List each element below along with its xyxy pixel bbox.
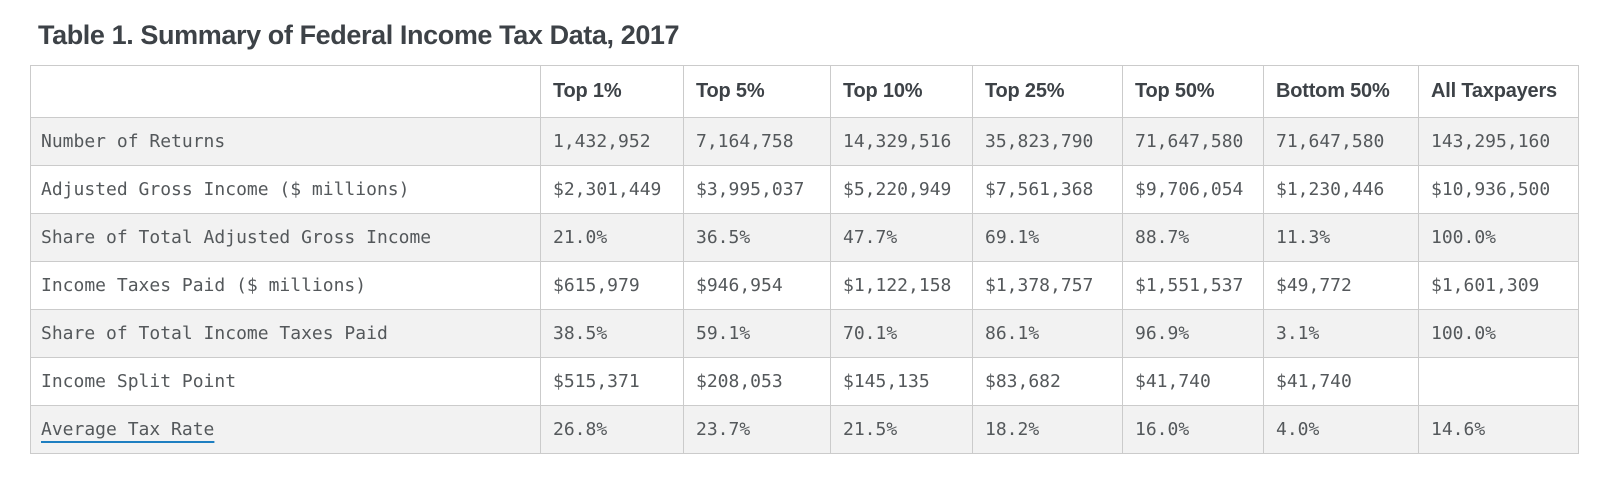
- table-row: Income Split Point $515,371 $208,053 $145,1…: [30, 357, 1579, 406]
- header-cell: Top 25%: [972, 65, 1123, 118]
- table-cell: $41,740: [1263, 357, 1419, 406]
- table-cell: 7,164,758: [683, 117, 831, 166]
- table-cell: 71,647,580: [1122, 117, 1264, 166]
- table-cell: 21.5%: [830, 405, 973, 454]
- table-cell: 86.1%: [972, 309, 1123, 358]
- header-cell: All Taxpayers: [1418, 65, 1579, 118]
- table-row: Number of Returns 1,432,952 7,164,758 14,32…: [30, 117, 1579, 166]
- table-row: Adjusted Gross Income ($ millions) $2,301…: [30, 165, 1579, 214]
- table-cell: 70.1%: [830, 309, 973, 358]
- header-row: Top 1% Top 5% Top 10% Top 25% Top 50% Bottom …: [30, 65, 1579, 118]
- table-cell: $615,979: [540, 261, 684, 310]
- table-cell: $208,053: [683, 357, 831, 406]
- page-title: Table 1. Summary of Federal Income Tax D…: [38, 20, 680, 50]
- table-cell: $2,301,449: [540, 165, 684, 214]
- table-row: Income Taxes Paid ($ millions) $615,979 $9…: [30, 261, 1579, 310]
- row-label: Share of Total Adjusted Gross Income: [30, 213, 541, 262]
- header-cell: Top 1%: [540, 65, 684, 118]
- header-cell: Top 5%: [683, 65, 831, 118]
- table-cell: $5,220,949: [830, 165, 973, 214]
- table-body: Number of Returns 1,432,952 7,164,758 14,32…: [30, 117, 1579, 454]
- table-cell: 4.0%: [1263, 405, 1419, 454]
- table-cell: 96.9%: [1122, 309, 1264, 358]
- table-cell: $1,378,757: [972, 261, 1123, 310]
- row-label: Income Taxes Paid ($ millions): [30, 261, 541, 310]
- table-cell: 3.1%: [1263, 309, 1419, 358]
- table-cell: 143,295,160: [1418, 117, 1579, 166]
- header-cell: Top 10%: [830, 65, 973, 118]
- table-row: Share of Total Adjusted Gross Income 21.0…: [30, 213, 1579, 262]
- table-cell: $515,371: [540, 357, 684, 406]
- table-cell: $1,230,446: [1263, 165, 1419, 214]
- table-cell: 100.0%: [1418, 309, 1579, 358]
- table-cell: 59.1%: [683, 309, 831, 358]
- row-label: Average Tax Rate: [30, 405, 541, 454]
- table-row: Average Tax Rate 26.8% 23.7% 21.5% 18.2% 16.0…: [30, 405, 1579, 454]
- table-cell: [1418, 357, 1579, 406]
- table-cell: 69.1%: [972, 213, 1123, 262]
- table-cell: $9,706,054: [1122, 165, 1264, 214]
- table-cell: 11.3%: [1263, 213, 1419, 262]
- row-label: Income Split Point: [30, 357, 541, 406]
- table-cell: 88.7%: [1122, 213, 1264, 262]
- table-cell: 100.0%: [1418, 213, 1579, 262]
- table-cell: 38.5%: [540, 309, 684, 358]
- table-cell: 21.0%: [540, 213, 684, 262]
- table-cell: $83,682: [972, 357, 1123, 406]
- row-label: Number of Returns: [30, 117, 541, 166]
- table-cell: $1,601,309: [1418, 261, 1579, 310]
- table-cell: $10,936,500: [1418, 165, 1579, 214]
- table-cell: 14.6%: [1418, 405, 1579, 454]
- table-cell: 36.5%: [683, 213, 831, 262]
- header-cell: Bottom 50%: [1263, 65, 1419, 118]
- row-label: Adjusted Gross Income ($ millions): [30, 165, 541, 214]
- table-header: Top 1% Top 5% Top 10% Top 25% Top 50% Bottom …: [30, 65, 1579, 118]
- table-cell: 23.7%: [683, 405, 831, 454]
- table-cell: 35,823,790: [972, 117, 1123, 166]
- table-cell: 1,432,952: [540, 117, 684, 166]
- table-cell: $1,122,158: [830, 261, 973, 310]
- table-cell: $946,954: [683, 261, 831, 310]
- table-row: Share of Total Income Taxes Paid 38.5% 59.…: [30, 309, 1579, 358]
- federal-income-tax-table: Top 1% Top 5% Top 10% Top 25% Top 50% Bottom …: [30, 65, 1579, 454]
- table-cell: 16.0%: [1122, 405, 1264, 454]
- table-cell: 18.2%: [972, 405, 1123, 454]
- table-cell: 47.7%: [830, 213, 973, 262]
- average-tax-rate-link[interactable]: Average Tax Rate: [41, 419, 215, 440]
- table-container: Top 1% Top 5% Top 10% Top 25% Top 50% Bottom …: [30, 65, 1600, 454]
- table-cell: 14,329,516: [830, 117, 973, 166]
- table-cell: 71,647,580: [1263, 117, 1419, 166]
- table-cell: $41,740: [1122, 357, 1264, 406]
- table-cell: $49,772: [1263, 261, 1419, 310]
- row-label: Share of Total Income Taxes Paid: [30, 309, 541, 358]
- table-cell: $145,135: [830, 357, 973, 406]
- table-cell: $3,995,037: [683, 165, 831, 214]
- table-cell: $1,551,537: [1122, 261, 1264, 310]
- header-cell: Top 50%: [1122, 65, 1264, 118]
- table-cell: 26.8%: [540, 405, 684, 454]
- header-cell-empty: [30, 65, 541, 118]
- table-cell: $7,561,368: [972, 165, 1123, 214]
